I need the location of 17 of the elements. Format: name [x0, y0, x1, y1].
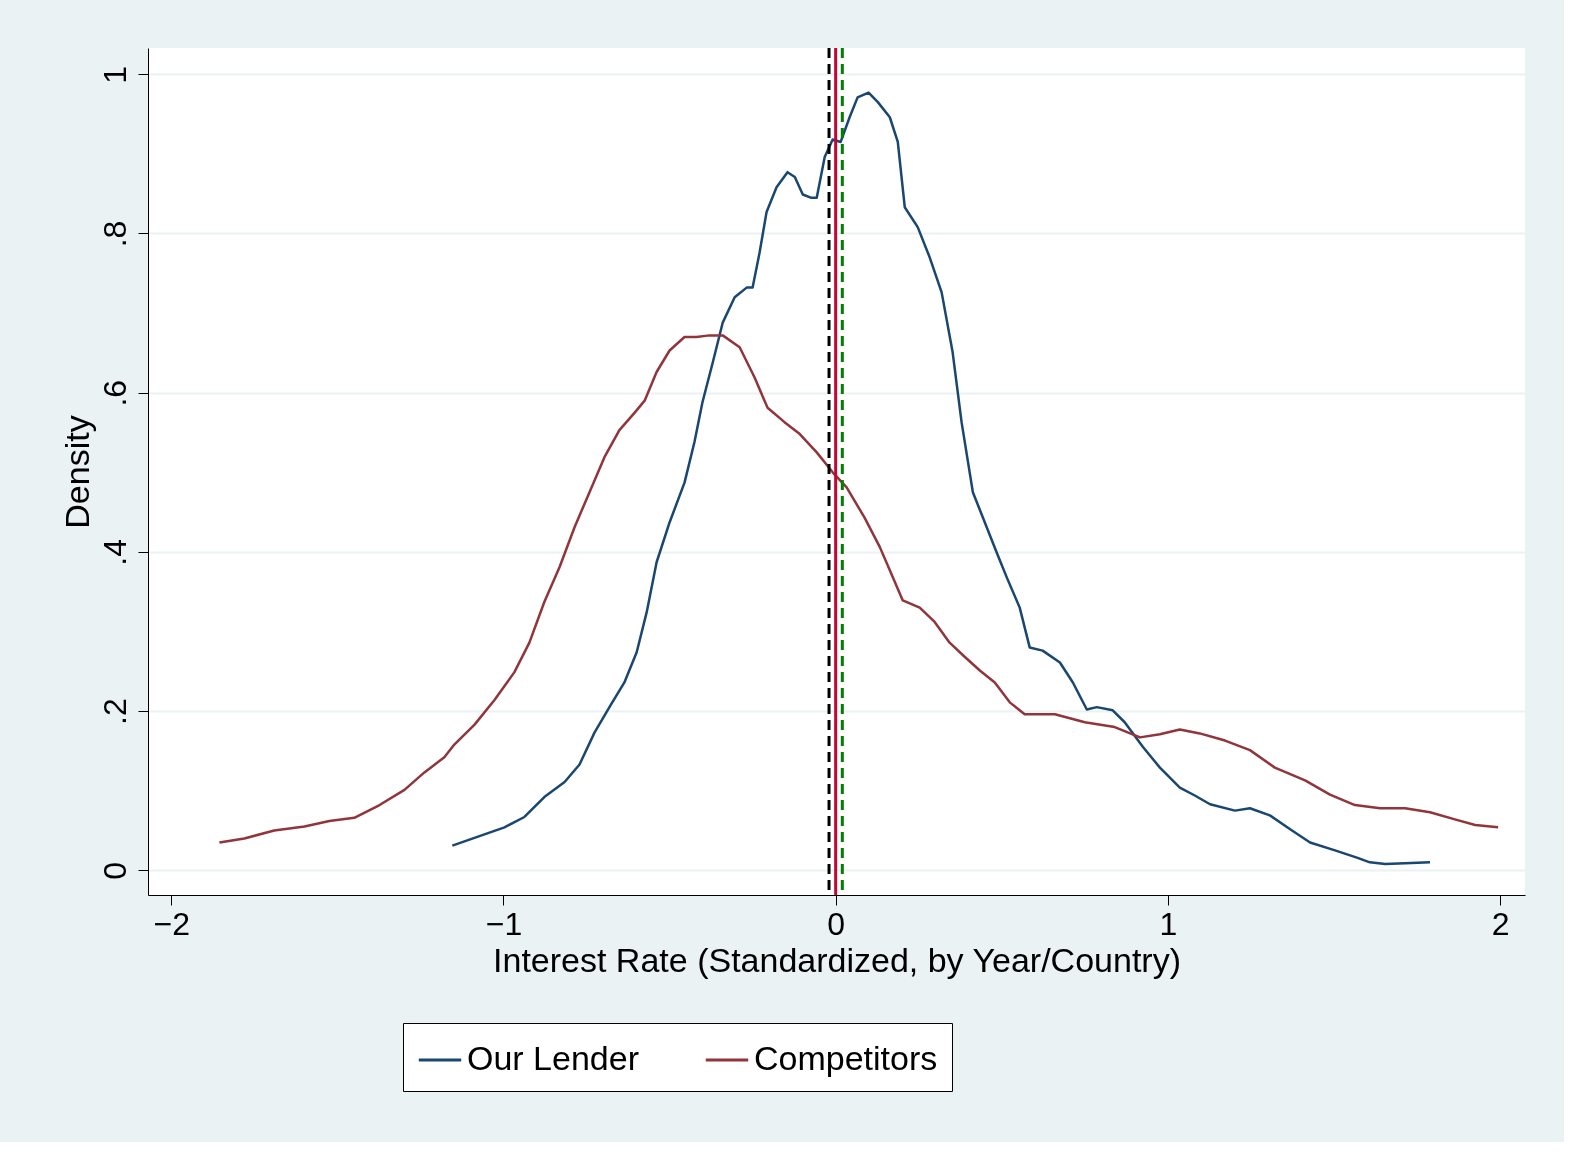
y-tick-label: .4 — [96, 539, 133, 566]
x-tick-label: 0 — [827, 905, 846, 942]
legend-label: Our Lender — [467, 1039, 639, 1077]
y-tick-label: .8 — [96, 220, 133, 248]
line-series — [451, 91, 1432, 866]
y-tick-label: 1 — [96, 65, 133, 84]
legend-label: Competitors — [754, 1039, 938, 1077]
line-series — [218, 334, 1500, 844]
x-tick-label: −2 — [153, 905, 190, 942]
x-axis-title: Interest Rate (Standardized, by Year/Country) — [493, 940, 1181, 979]
y-tick-label: 0 — [96, 861, 133, 880]
y-tick-label: .6 — [96, 379, 133, 407]
x-tick-label: 2 — [1491, 905, 1510, 942]
y-tick-label: .2 — [96, 698, 133, 725]
x-tick-label: 1 — [1159, 905, 1178, 942]
y-axis-title: Density — [57, 415, 96, 529]
x-tick-label: −1 — [485, 905, 523, 942]
